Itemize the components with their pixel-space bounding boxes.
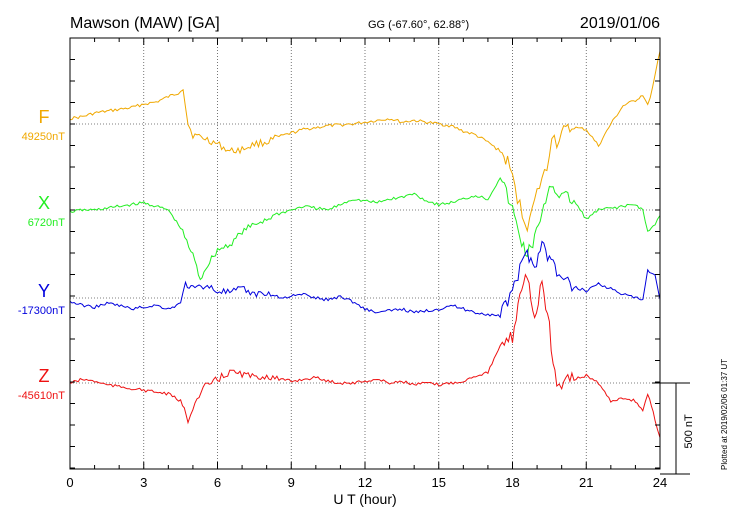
series-name-f: F xyxy=(39,107,50,127)
x-tick-label: 0 xyxy=(66,475,73,490)
x-tick-label: 15 xyxy=(432,475,446,490)
series-baseline-y: -17300nT xyxy=(18,305,65,317)
grid-lines xyxy=(70,38,660,469)
scale-bar: 500 nT xyxy=(652,382,695,475)
scale-bar-label: 500 nT xyxy=(683,414,695,449)
station-title: Mawson (MAW) [GA] xyxy=(70,15,220,32)
x-tick-label: 6 xyxy=(214,475,221,490)
x-axis-label: U T (hour) xyxy=(333,491,396,507)
trace-z xyxy=(69,273,661,438)
traces xyxy=(69,51,661,438)
series-name-y: Y xyxy=(38,281,50,301)
trace-f xyxy=(69,51,661,233)
trace-x xyxy=(69,177,661,281)
series-name-x: X xyxy=(38,193,50,213)
x-tick-label: 9 xyxy=(288,475,295,490)
series-labels: F 49250nT X 6720nT Y -17300nT Z -45610nT xyxy=(18,107,65,402)
series-baseline-x: 6720nT xyxy=(28,217,66,229)
x-tick-label: 12 xyxy=(358,475,372,490)
trace-y xyxy=(69,240,661,319)
plotted-timestamp: Plotted at 2019/02/06 01:37 UT xyxy=(720,359,729,470)
date-label: 2019/01/06 xyxy=(580,15,660,32)
x-tick-label: 24 xyxy=(653,475,667,490)
x-axis-ticks: 0 3 6 9 12 15 18 21 24 xyxy=(66,38,667,490)
coordinates-label: GG (-67.60°, 62.88°) xyxy=(368,19,469,31)
series-baseline-f: 49250nT xyxy=(22,131,66,143)
series-baseline-z: -45610nT xyxy=(18,390,65,402)
series-name-z: Z xyxy=(39,366,50,386)
x-tick-label: 3 xyxy=(140,475,147,490)
x-tick-label: 21 xyxy=(579,475,593,490)
x-tick-label: 18 xyxy=(505,475,519,490)
